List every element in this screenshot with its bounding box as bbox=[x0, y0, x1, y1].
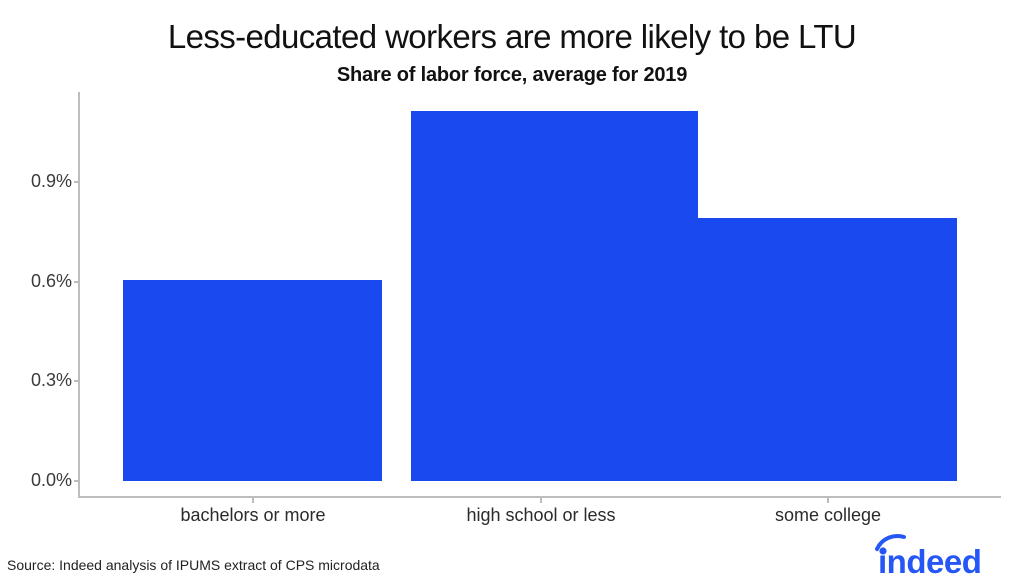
y-tick-label: 0.3% bbox=[30, 370, 72, 390]
bar-some-college bbox=[698, 218, 957, 481]
y-tick-label: 0.0% bbox=[30, 470, 72, 490]
indeed-logo-arc-icon: ındeed bbox=[875, 534, 982, 580]
y-tick bbox=[74, 281, 79, 283]
x-tick-label: high school or less bbox=[466, 505, 616, 525]
y-tick-label: 0.9% bbox=[30, 171, 72, 191]
bar-bachelors-or-more bbox=[123, 280, 382, 481]
x-tick bbox=[827, 498, 829, 503]
chart-title: Less-educated workers are more likely to… bbox=[167, 18, 857, 55]
bar-high-school-or-less bbox=[411, 111, 698, 481]
x-tick-label: some college bbox=[774, 505, 882, 525]
y-axis-line bbox=[78, 92, 80, 498]
indeed-logo: ındeed bbox=[874, 533, 1004, 580]
y-tick-label: 0.6% bbox=[30, 271, 72, 291]
y-tick bbox=[74, 181, 79, 183]
svg-text:ındeed: ındeed bbox=[878, 543, 981, 577]
chart-subtitle: Share of labor force, average for 2019 bbox=[336, 64, 688, 86]
y-tick bbox=[74, 380, 79, 382]
source-note: Source: Indeed analysis of IPUMS extract… bbox=[7, 557, 380, 573]
x-axis-line bbox=[78, 496, 1001, 498]
y-tick bbox=[74, 480, 79, 482]
x-tick-label: bachelors or more bbox=[180, 505, 326, 525]
x-tick bbox=[540, 498, 542, 503]
x-tick bbox=[252, 498, 254, 503]
